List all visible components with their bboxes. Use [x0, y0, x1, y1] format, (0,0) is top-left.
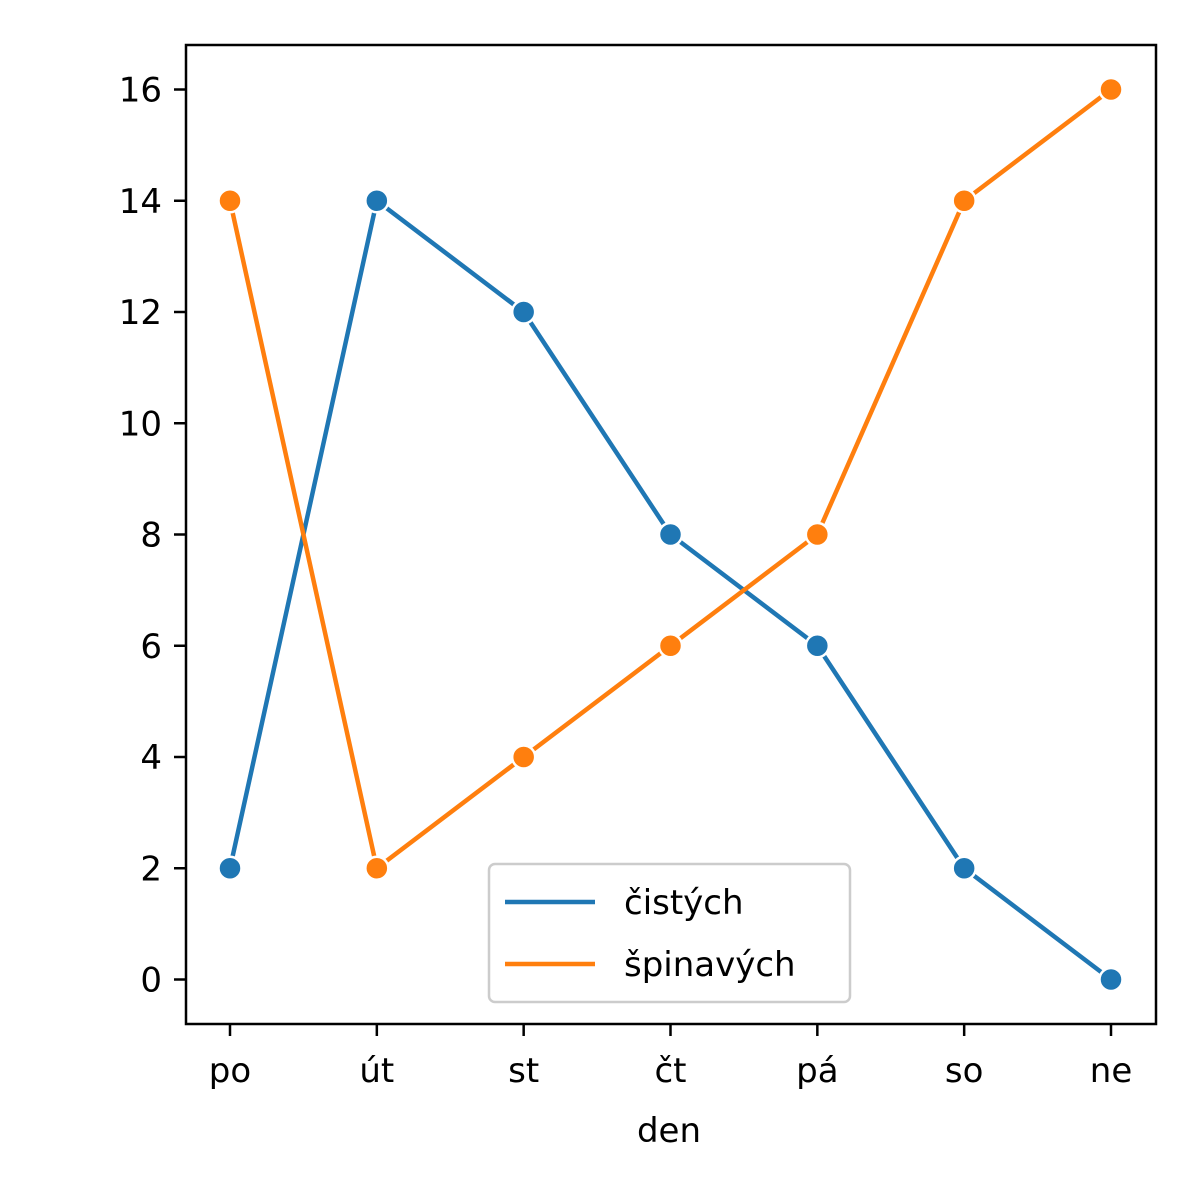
y-tick-label: 16 [119, 71, 162, 111]
legend-label: čistých [624, 883, 744, 923]
x-tick-label: ne [1090, 1051, 1132, 1091]
series-2-point [804, 521, 831, 548]
series-1-point [364, 188, 390, 214]
y-tick-label: 8 [140, 516, 162, 556]
x-tick-label: čt [654, 1051, 686, 1091]
y-tick-label: 4 [140, 738, 162, 778]
series-1-point [951, 855, 977, 881]
series-2-point [217, 188, 243, 214]
series-1-point [1098, 966, 1124, 993]
y-tick-label: 10 [119, 404, 162, 444]
series-2-point [364, 855, 390, 881]
series-line-1 [227, 198, 1115, 983]
y-tick-label: 2 [140, 849, 162, 889]
series-2-point [951, 188, 977, 214]
x-tick-label: pá [796, 1051, 838, 1091]
x-tick-label: po [209, 1051, 251, 1091]
series-2-point [657, 633, 684, 659]
series-1-point [657, 521, 684, 548]
series-1-point [804, 633, 831, 659]
y-tick-label: 6 [140, 627, 162, 667]
y-tick-label: 12 [119, 293, 162, 333]
x-axis-title: den [637, 1111, 701, 1151]
series-2-point [1098, 76, 1124, 103]
x-tick-label: út [359, 1051, 394, 1091]
series-line-2 [227, 86, 1115, 871]
x-tick-label: so [945, 1051, 984, 1091]
x-axis: po út st čt pá so ne [209, 1024, 1132, 1091]
series-2-point [510, 744, 537, 770]
series-1-point [217, 855, 243, 881]
legend-box [487, 862, 852, 1004]
series-layer [217, 76, 1124, 993]
series-1-point [510, 299, 537, 325]
legend: čistých špinavých [487, 862, 852, 1004]
y-tick-label: 14 [119, 182, 162, 222]
y-tick-label: 0 [140, 961, 162, 1001]
legend-label: špinavých [624, 945, 796, 985]
y-axis: 0 2 4 6 8 10 12 14 16 [119, 71, 186, 1001]
x-tick-label: st [508, 1051, 539, 1091]
